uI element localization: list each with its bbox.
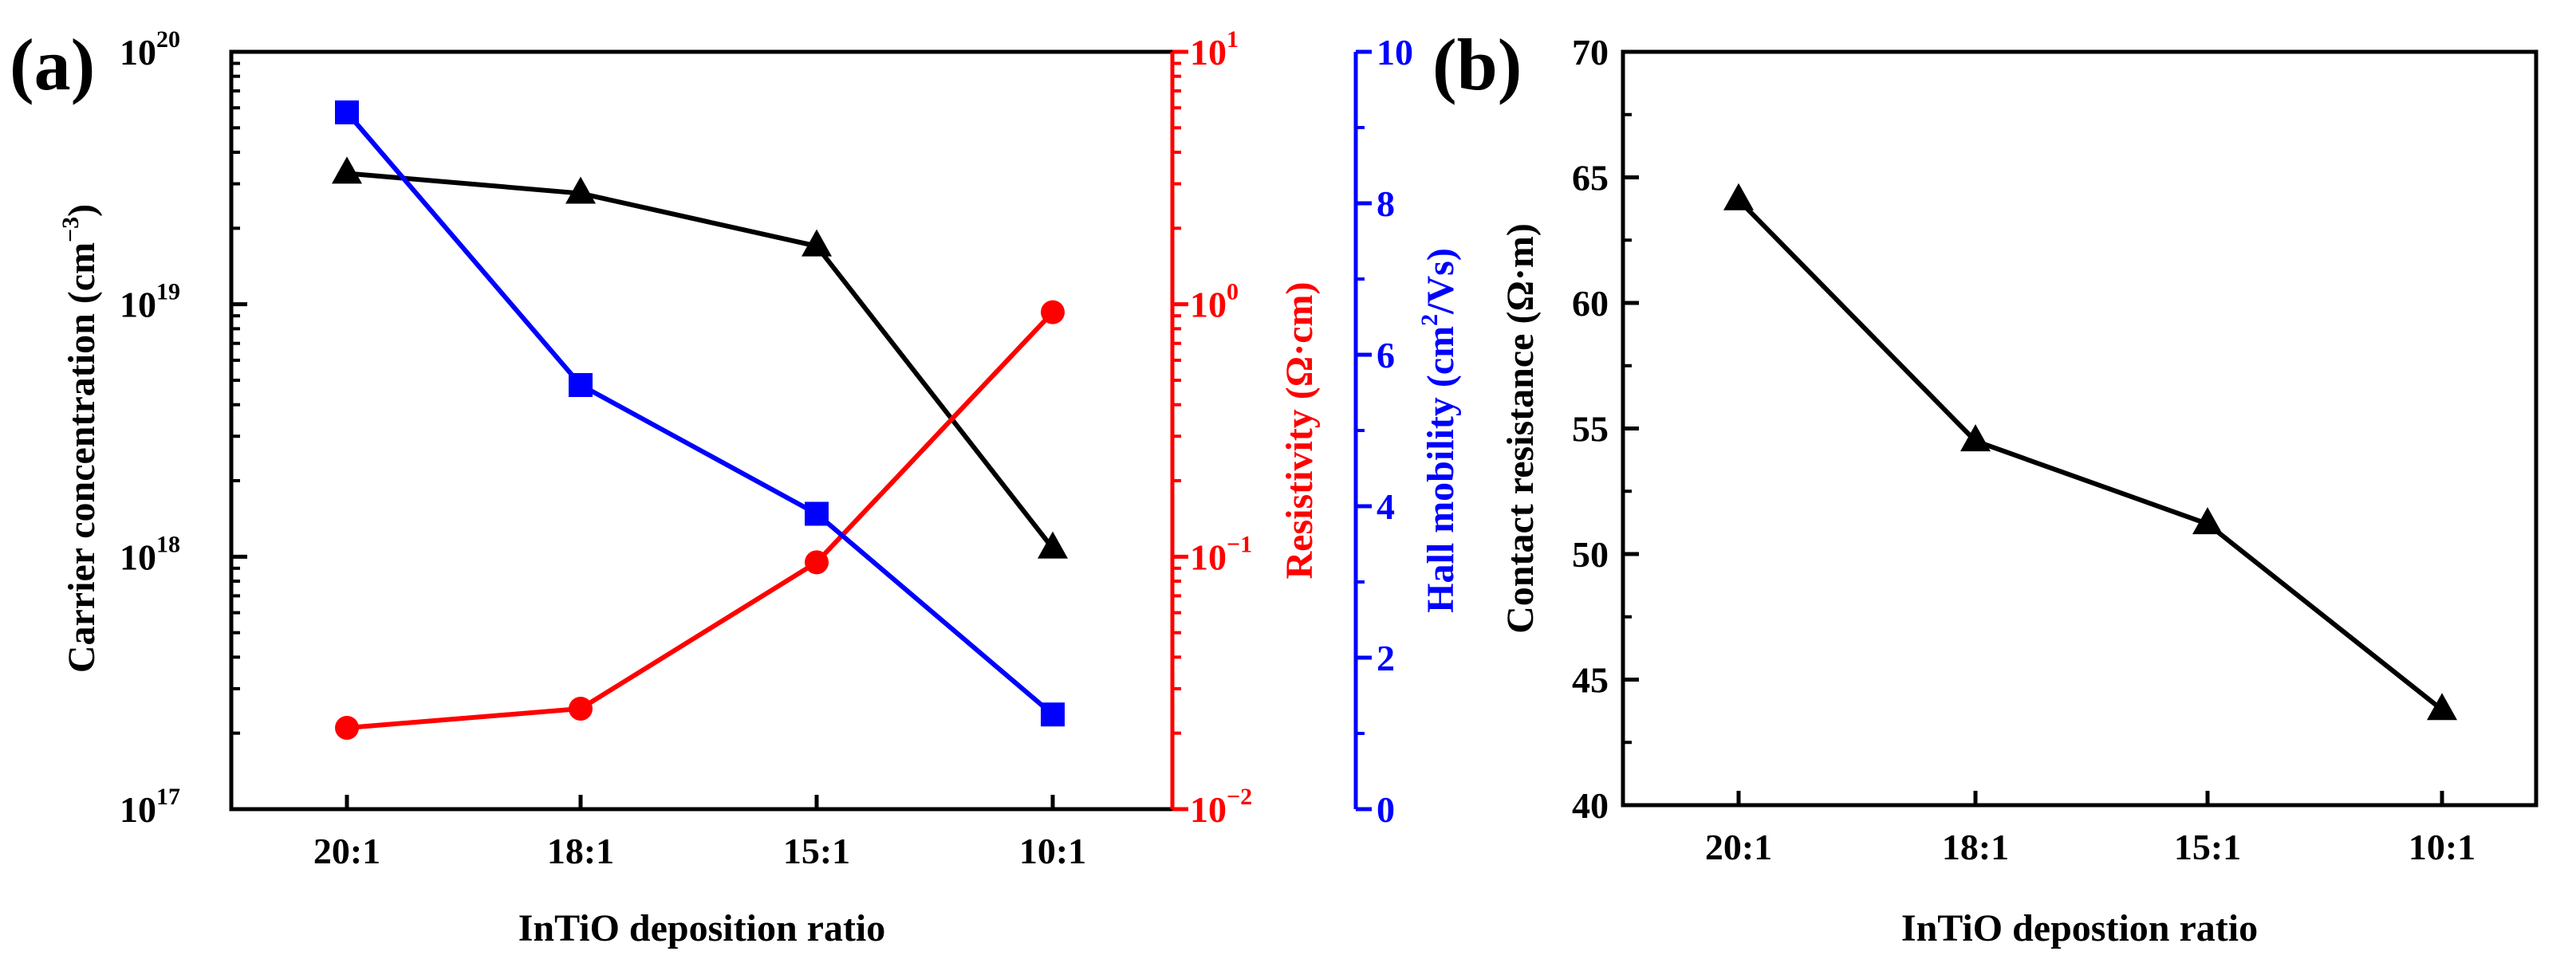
b-x-tick-label: 10:1	[2409, 827, 2476, 867]
b-y-tick-label: 65	[1572, 158, 1609, 198]
b-y-axis-label: Contact resistance (Ω·m)	[1499, 223, 1542, 634]
a-left-tick-label: 1018	[120, 531, 180, 577]
panel-b-frame	[1621, 49, 2539, 808]
b-point-contact-resistance	[1723, 183, 1754, 210]
a-resistivity-tick-label: 101	[1190, 26, 1239, 73]
a-x-tick-label: 18:1	[547, 831, 614, 871]
b-series-line-contact-resistance	[1736, 198, 2444, 712]
a-x-tick-label: 15:1	[783, 831, 850, 871]
b-point-contact-resistance	[2192, 507, 2223, 535]
a-point-carrier-concentration	[802, 229, 832, 257]
b-x-tick-label: 20:1	[1705, 827, 1772, 867]
a-point-carrier-concentration	[1038, 531, 1068, 559]
a-x-axis-label: InTiO deposition ratio	[518, 907, 886, 949]
a-series-line-hall-mobility	[345, 111, 1054, 717]
b-point-contact-resistance	[2427, 693, 2457, 721]
a-point-resistivity	[569, 696, 593, 721]
b-x-axis-label: InTiO depostion ratio	[1901, 907, 2258, 949]
a-point-resistivity	[805, 550, 829, 575]
a-left-tick-label: 1020	[120, 26, 180, 73]
a-point-resistivity	[335, 715, 359, 740]
panel-b-label: (b)	[1432, 24, 1522, 105]
a-point-hall-mobility	[1041, 702, 1065, 727]
a-resistivity-tick-label: 10−2	[1190, 784, 1252, 830]
panel-a-plot: 20:1 18:1 15:1 10:1101710181019102010−210−1…	[57, 26, 1462, 949]
a-point-hall-mobility	[569, 373, 593, 397]
panel-b-plot: 20:1 18:1 15:1 10:1 40 45 50 55 60 65 70 InTiO dep…	[1499, 32, 2539, 949]
panel-a-label: (a)	[10, 24, 95, 105]
a-x-tick-label: 10:1	[1019, 831, 1086, 871]
b-y-tick-label: 55	[1572, 409, 1609, 450]
b-x-tick-label: 15:1	[2174, 827, 2241, 867]
a-mobility-tick-label: 4	[1377, 486, 1395, 527]
a-mobility-tick-label: 10	[1377, 32, 1413, 73]
a-point-carrier-concentration	[332, 156, 362, 184]
a-resistivity-axis-label: Resistivity (Ω·cm)	[1278, 281, 1321, 579]
a-left-tick-label: 1019	[120, 279, 180, 325]
a-point-hall-mobility	[335, 100, 359, 124]
a-mobility-tick-label: 0	[1377, 789, 1395, 830]
b-y-tick-label: 70	[1572, 32, 1609, 73]
b-y-tick-label: 45	[1572, 660, 1609, 701]
a-left-axis-label: Carrier concentration (cm−3)	[57, 204, 103, 673]
a-point-hall-mobility	[805, 501, 829, 526]
b-y-tick-label: 60	[1572, 283, 1609, 324]
a-resistivity-tick-label: 100	[1190, 279, 1239, 325]
a-series-line-carrier-concentration	[346, 171, 1055, 550]
a-mobility-tick-label: 8	[1377, 183, 1395, 224]
a-mobility-tick-label: 6	[1377, 335, 1395, 375]
a-series-line-resistivity	[346, 310, 1055, 730]
b-y-tick-label: 40	[1572, 785, 1609, 826]
b-y-tick-label: 50	[1572, 534, 1609, 575]
a-resistivity-tick-label: 10−1	[1190, 531, 1252, 577]
b-point-contact-resistance	[1960, 424, 1991, 452]
a-point-carrier-concentration	[565, 176, 596, 204]
b-x-tick-label: 18:1	[1942, 827, 2009, 867]
a-mobility-tick-label: 2	[1377, 638, 1395, 678]
a-left-tick-label: 1017	[120, 784, 180, 830]
a-mobility-axis-label: Hall mobility (cm2/Vs)	[1416, 248, 1462, 613]
a-point-resistivity	[1041, 300, 1065, 324]
a-x-tick-label: 20:1	[313, 831, 380, 871]
